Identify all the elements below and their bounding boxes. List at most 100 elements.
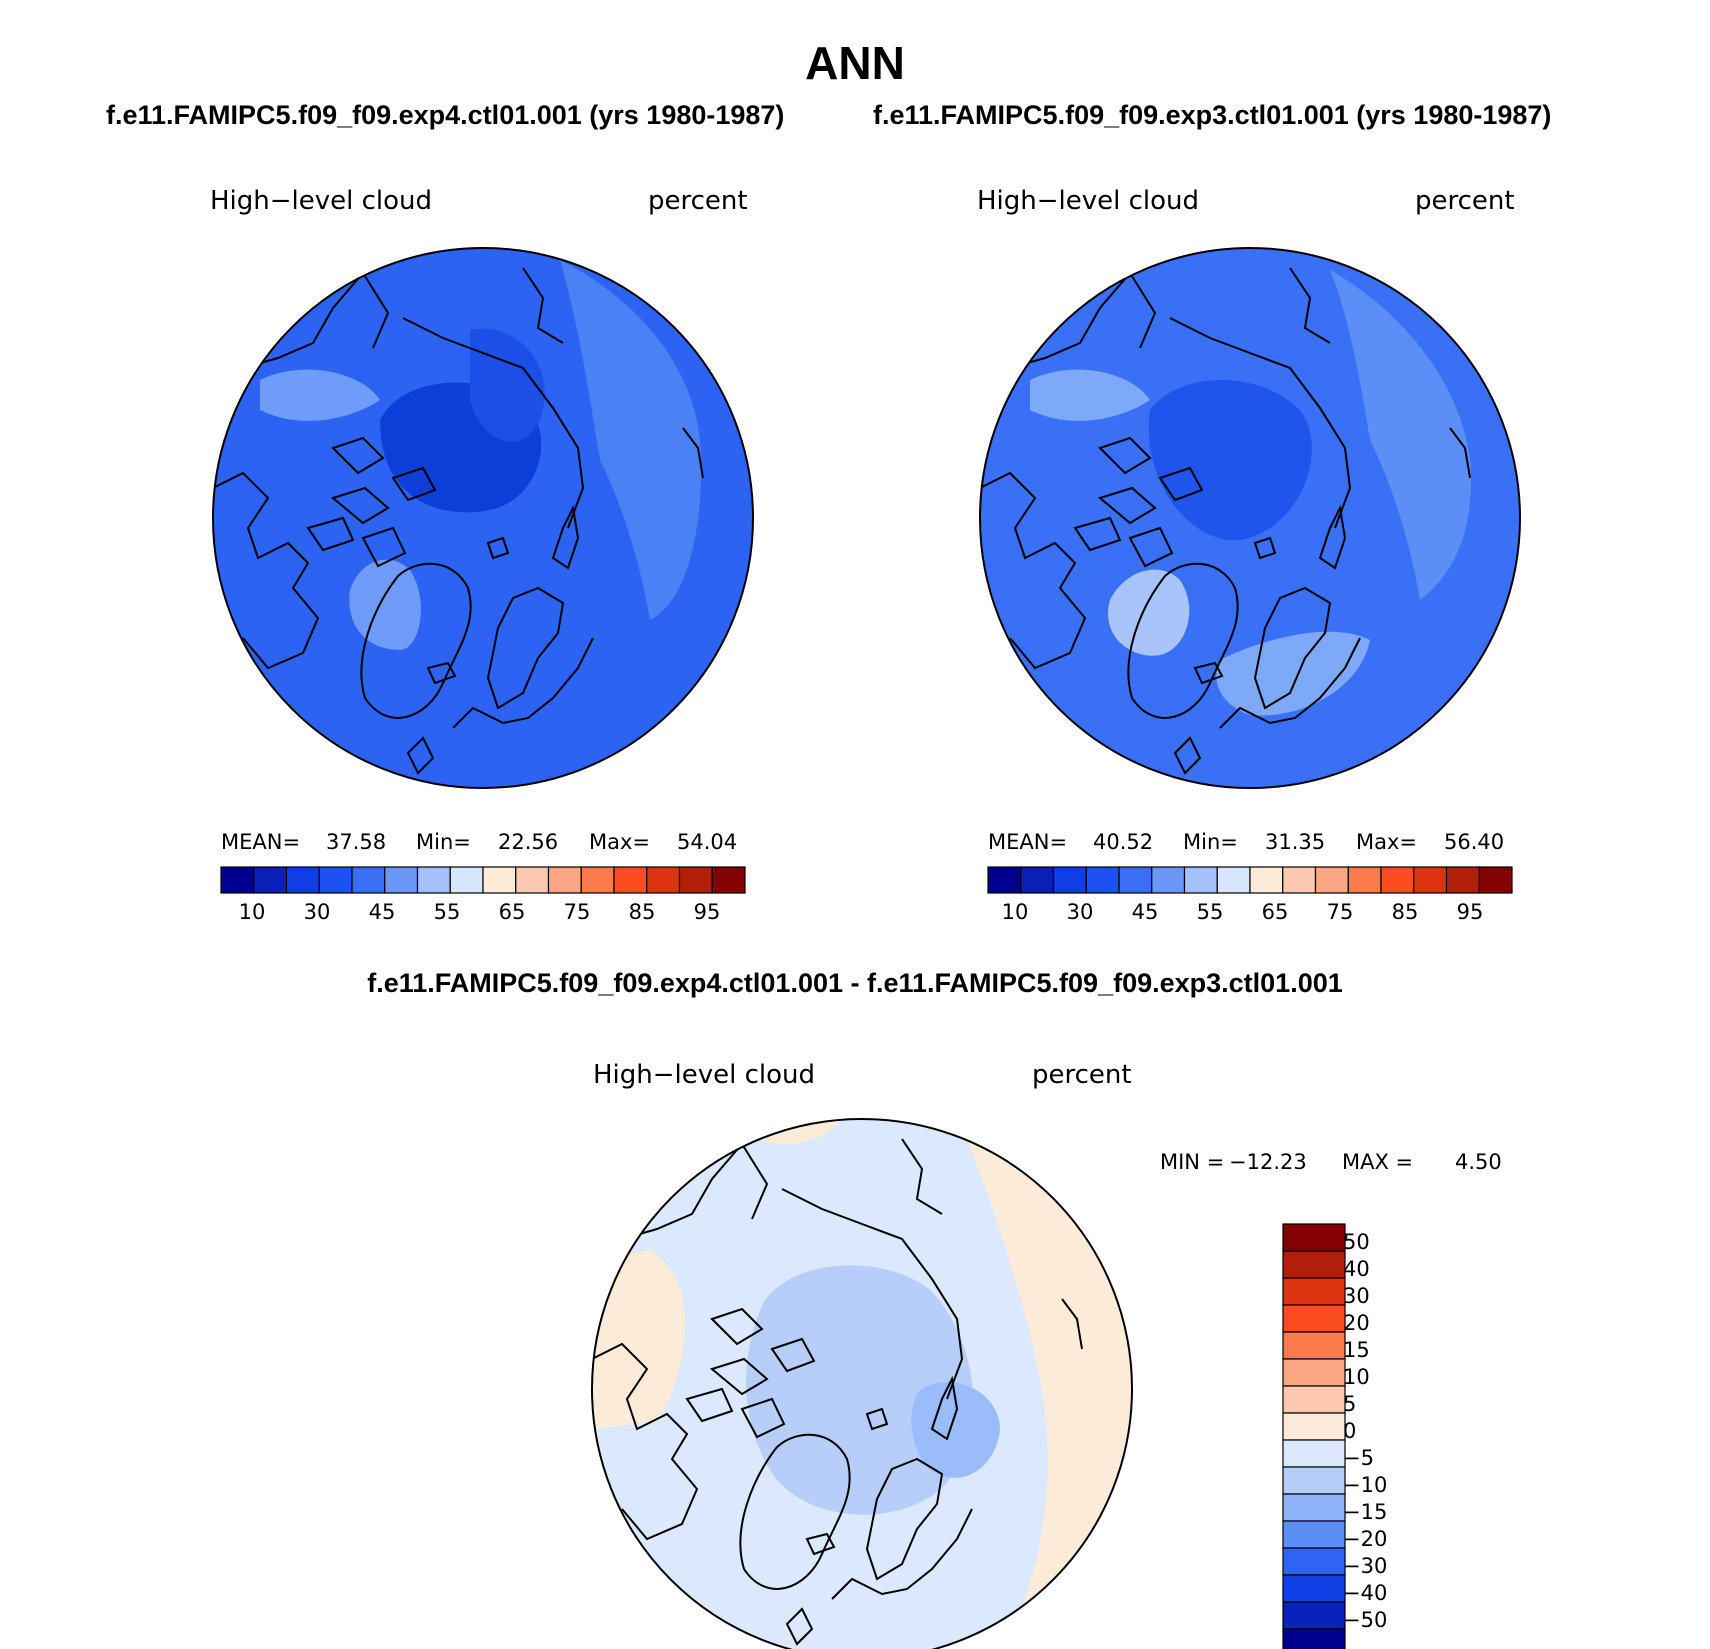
field-north-pole (1148, 380, 1312, 541)
colorbar-swatch (678, 866, 713, 894)
field-pacific-band (1330, 270, 1471, 600)
colorbar-swatch (482, 866, 517, 894)
stat-max-label-diff: MAX = (1342, 1150, 1414, 1174)
cbar-tick-diff: −40 (1343, 1581, 1388, 1605)
cbar-tick-diff: −10 (1343, 1473, 1388, 1497)
colorbar-swatch (384, 866, 419, 894)
cbar-tick-left: 55 (433, 900, 461, 924)
field-siberia (470, 328, 545, 442)
variable-label-left: High−level cloud (210, 186, 433, 216)
cbar-tick-diff: 50 (1343, 1230, 1370, 1254)
colorbar-swatch (1052, 866, 1087, 894)
colorbar-swatch (1282, 1358, 1346, 1387)
colorbar-swatch (1282, 1601, 1346, 1630)
stat-min-left: 22.56 (498, 830, 559, 854)
cbar-tick-diff: −50 (1343, 1608, 1388, 1632)
colorbar-swatch (1118, 866, 1153, 894)
cbar-tick-diff: 30 (1343, 1284, 1370, 1308)
cbar-tick-diff: 10 (1343, 1365, 1370, 1389)
stat-max-diff: 4.50 (1455, 1150, 1502, 1174)
colorbar-top-right (987, 866, 1513, 894)
field-siberia-negative (911, 1382, 1000, 1478)
colorbar-swatch (1282, 1628, 1346, 1649)
page-title: ANN (805, 37, 905, 89)
cbar-tick-left: 85 (628, 900, 656, 924)
colorbar-swatch (285, 866, 320, 894)
colorbar-swatch (987, 866, 1022, 894)
colorbar-swatch (1183, 866, 1218, 894)
colorbar-top-left (220, 866, 746, 894)
colorbar-swatch (1314, 866, 1349, 894)
map-difference (592, 1119, 1132, 1649)
colorbar-swatch (1282, 1250, 1346, 1279)
field-positive-rim-right (960, 1119, 1132, 1649)
cbar-tick-diff: 0 (1343, 1419, 1357, 1443)
colorbar-swatch (711, 866, 746, 894)
colorbar-swatch (318, 866, 353, 894)
variable-label-right: High−level cloud (977, 186, 1200, 216)
colorbar-swatch (1282, 1574, 1346, 1603)
colorbar-swatch (515, 866, 550, 894)
colorbar-swatch (1282, 1547, 1346, 1576)
variable-label-diff: High−level cloud (593, 1060, 816, 1090)
cbar-tick-left: 95 (693, 900, 721, 924)
field-scandinavia (1216, 631, 1370, 716)
colorbar-swatch (1282, 1223, 1346, 1252)
colorbar-swatch (1216, 866, 1251, 894)
stat-max-label-right: Max= (1356, 830, 1418, 854)
colorbar-swatch (1282, 1466, 1346, 1495)
cbar-tick-diff: 20 (1343, 1311, 1370, 1335)
map-border-right (979, 247, 1521, 789)
stat-max-label-left: Max= (589, 830, 651, 854)
cbar-tick-right: 45 (1131, 900, 1159, 924)
colorbar-swatch (351, 866, 386, 894)
cbar-tick-diff: −30 (1343, 1554, 1388, 1578)
colorbar-swatch (1282, 866, 1317, 894)
colorbar-swatch (646, 866, 681, 894)
stat-min-label-left: Min= (416, 830, 471, 854)
colorbar-swatch (1282, 1277, 1346, 1306)
map-border-diff (591, 1118, 1133, 1649)
cbar-tick-right: 10 (1001, 900, 1029, 924)
subtitle-diff: f.e11.FAMIPC5.f09_f09.exp4.ctl01.001 - f… (367, 968, 1343, 998)
colorbar-swatch (1085, 866, 1120, 894)
colorbar-swatch (1347, 866, 1382, 894)
cbar-tick-left: 30 (303, 900, 331, 924)
cbar-tick-left: 10 (238, 900, 266, 924)
stat-max-left: 54.04 (677, 830, 738, 854)
colorbar-swatch (1282, 1331, 1346, 1360)
colorbar-difference (1282, 1223, 1346, 1649)
field-greenland (1108, 569, 1190, 656)
field-alaska (260, 369, 380, 421)
units-label-right: percent (1415, 186, 1515, 216)
colorbar-swatch (1445, 866, 1480, 894)
colorbar-swatch (1282, 1439, 1346, 1468)
colorbar-swatch (547, 866, 582, 894)
cbar-tick-left: 75 (563, 900, 591, 924)
cbar-tick-right: 85 (1391, 900, 1419, 924)
map-top-right (980, 248, 1520, 788)
colorbar-swatch (1282, 1412, 1346, 1441)
map-top-left (213, 248, 753, 788)
colorbar-swatch (416, 866, 451, 894)
map-border-left (212, 247, 754, 789)
colorbar-swatch (1478, 866, 1513, 894)
cbar-tick-right: 95 (1456, 900, 1484, 924)
cbar-tick-right: 30 (1066, 900, 1094, 924)
colorbar-swatch (253, 866, 288, 894)
colorbar-swatch (1282, 1304, 1346, 1333)
stat-mean-label-left: MEAN= (221, 830, 301, 854)
cbar-tick-right: 65 (1261, 900, 1289, 924)
field-arctic-negative (746, 1265, 973, 1515)
field-alaska (1030, 369, 1150, 421)
cbar-tick-right: 55 (1196, 900, 1224, 924)
cbar-tick-diff: 40 (1343, 1257, 1370, 1281)
cbar-tick-left: 45 (368, 900, 396, 924)
subtitle-right: f.e11.FAMIPC5.f09_f09.exp3.ctl01.001 (yr… (873, 100, 1552, 130)
colorbar-swatch (1282, 1493, 1346, 1522)
colorbar-swatch (1151, 866, 1186, 894)
stat-min-label-right: Min= (1183, 830, 1238, 854)
cbar-tick-diff: −15 (1343, 1500, 1388, 1524)
stat-min-label-diff: MIN = (1160, 1150, 1225, 1174)
